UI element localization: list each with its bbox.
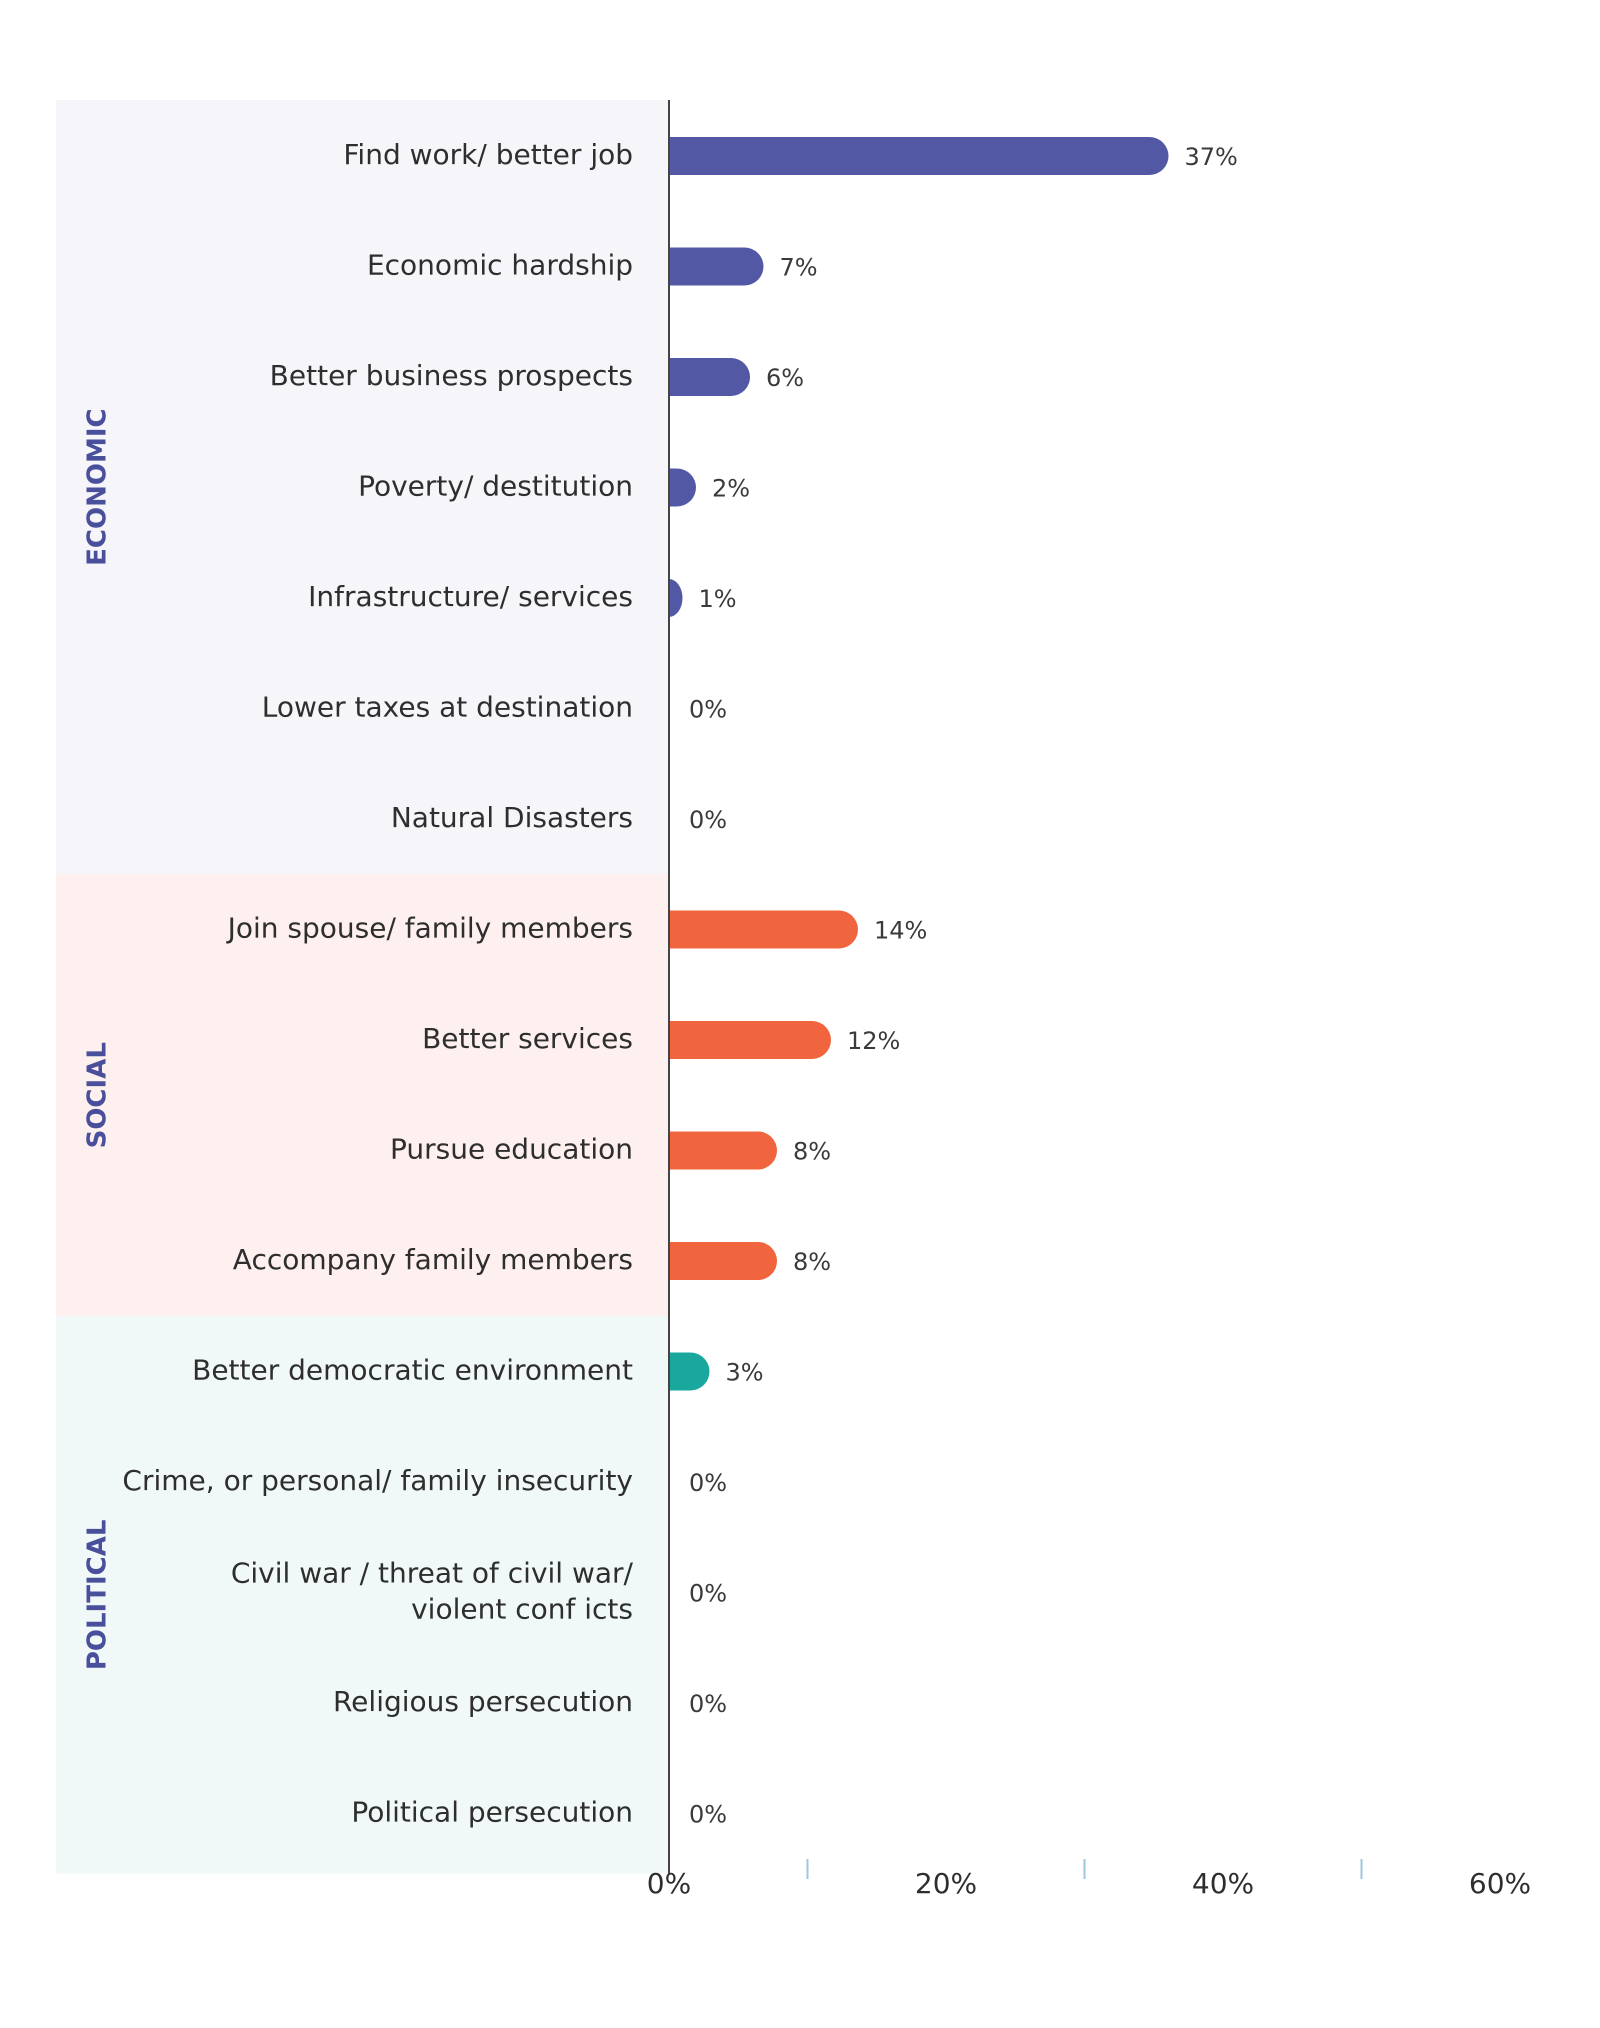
category-label: Join spouse/ family members — [226, 912, 633, 945]
category-labels: ECONOMIC Find work/ better job Economic ha… — [83, 138, 634, 1829]
value-label: 3% — [726, 1359, 764, 1387]
bar — [669, 137, 1169, 175]
category-label: Religious persecution — [333, 1685, 633, 1718]
x-tick-label: 60% — [1469, 1867, 1531, 1900]
value-label: 14% — [874, 917, 927, 945]
category-label: Civil war / threat of civil war/violent … — [231, 1557, 634, 1626]
group-background-political — [56, 1316, 669, 1874]
group-background-social — [56, 874, 669, 1317]
category-label: Political persecution — [351, 1796, 633, 1829]
value-label: 8% — [793, 1138, 831, 1166]
value-label: 2% — [712, 475, 750, 503]
value-label: 0% — [689, 1801, 727, 1829]
x-tick-label: 0% — [647, 1867, 691, 1900]
category-label: Crime, or personal/ family insecurity — [122, 1464, 633, 1497]
bar — [669, 468, 696, 507]
value-label: 6% — [766, 364, 804, 392]
value-label: 37% — [1185, 143, 1238, 171]
value-label: 7% — [780, 254, 818, 282]
category-label: Poverty/ destitution — [358, 470, 633, 503]
group-backgrounds — [56, 100, 669, 1874]
category-label: Infrastructure/ services — [308, 580, 633, 613]
category-label: Better democratic environment — [192, 1354, 633, 1387]
bar — [669, 247, 764, 286]
category-label: Accompany family members — [233, 1243, 633, 1276]
group-label-political: POLITICAL — [83, 1520, 113, 1671]
x-tick-label: 40% — [1192, 1867, 1254, 1900]
value-label: 8% — [793, 1248, 831, 1276]
value-label: 0% — [689, 806, 727, 834]
group-label-economic: ECONOMIC — [83, 408, 113, 565]
value-labels: 37% 7% 6% 2% 1% 0% 0% 14% 12% 8% 8% 3% 0% 0% 0% 0% — [689, 143, 1238, 1829]
category-label: Find work/ better job — [343, 138, 633, 171]
value-label: 0% — [689, 1690, 727, 1718]
bar — [669, 358, 750, 396]
category-label: Better business prospects — [270, 359, 633, 392]
bar — [669, 1242, 777, 1280]
value-label: 0% — [689, 1580, 727, 1608]
value-label: 12% — [847, 1027, 900, 1055]
category-label: Lower taxes at destination — [262, 691, 633, 724]
bars — [669, 137, 1169, 1391]
bar — [669, 579, 683, 617]
bar — [669, 1021, 831, 1059]
x-tick-label: 20% — [915, 1867, 977, 1900]
value-label: 0% — [689, 1469, 727, 1497]
value-label: 1% — [699, 585, 737, 613]
category-label: Economic hardship — [367, 249, 633, 282]
value-label: 0% — [689, 696, 727, 724]
category-label: Better services — [422, 1022, 633, 1055]
bar — [669, 910, 858, 949]
bar — [669, 1352, 710, 1391]
category-label: Pursue education — [390, 1133, 633, 1166]
group-label-social: SOCIAL — [83, 1042, 113, 1148]
category-label: Natural Disasters — [391, 801, 633, 834]
x-axis-ticks: 0% 20% 40% 60% — [647, 1859, 1531, 1900]
bar — [669, 1131, 777, 1170]
group-background-economic — [56, 100, 669, 875]
